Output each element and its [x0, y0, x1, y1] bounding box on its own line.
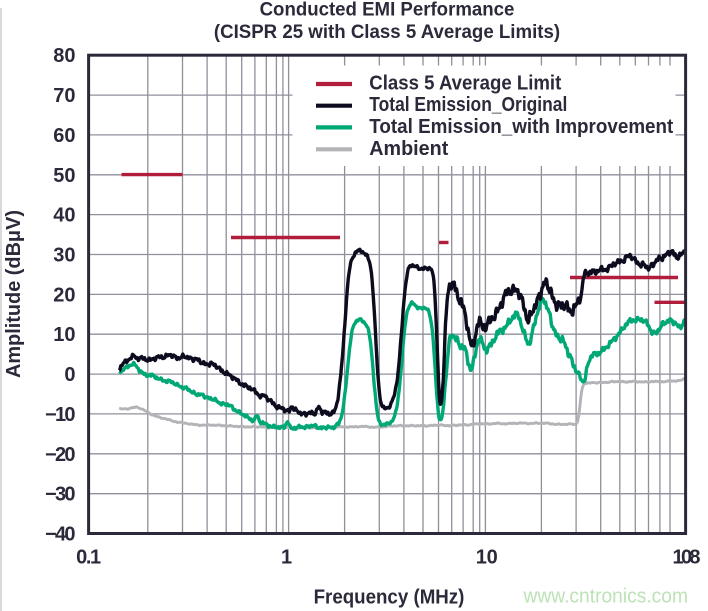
svg-text:108: 108 [673, 547, 701, 569]
svg-text:70: 70 [53, 85, 75, 107]
svg-text:Amplitude (dBμV): Amplitude (dBμV) [3, 210, 25, 378]
svg-text:−30: −30 [45, 484, 76, 506]
svg-text:Conducted EMI Performance: Conducted EMI Performance [260, 0, 515, 20]
svg-text:(CISPR 25 with Class 5 Average: (CISPR 25 with Class 5 Average Limits) [214, 22, 560, 43]
svg-text:50: 50 [53, 165, 75, 187]
svg-text:10: 10 [476, 547, 498, 569]
svg-text:0.1: 0.1 [76, 547, 101, 569]
svg-text:80: 80 [53, 45, 75, 67]
svg-text:1: 1 [281, 547, 292, 569]
svg-text:−20: −20 [45, 444, 76, 466]
svg-text:10: 10 [53, 324, 75, 346]
svg-text:Frequency (MHz): Frequency (MHz) [314, 587, 465, 609]
svg-text:30: 30 [53, 245, 75, 267]
svg-text:−10: −10 [45, 404, 76, 426]
svg-text:Ambient: Ambient [369, 138, 448, 160]
svg-text:Class 5 Average Limit: Class 5 Average Limit [369, 73, 561, 95]
svg-text:−40: −40 [45, 524, 76, 546]
svg-text:Total Emission_with Improvemen: Total Emission_with Improvement [369, 116, 673, 138]
svg-text:60: 60 [53, 125, 75, 147]
svg-text:www.cntronics.com: www.cntronics.com [523, 586, 688, 608]
svg-text:0: 0 [64, 364, 75, 386]
svg-text:20: 20 [53, 284, 75, 306]
svg-text:Total Emission_Original: Total Emission_Original [369, 94, 567, 116]
svg-text:40: 40 [53, 205, 75, 227]
